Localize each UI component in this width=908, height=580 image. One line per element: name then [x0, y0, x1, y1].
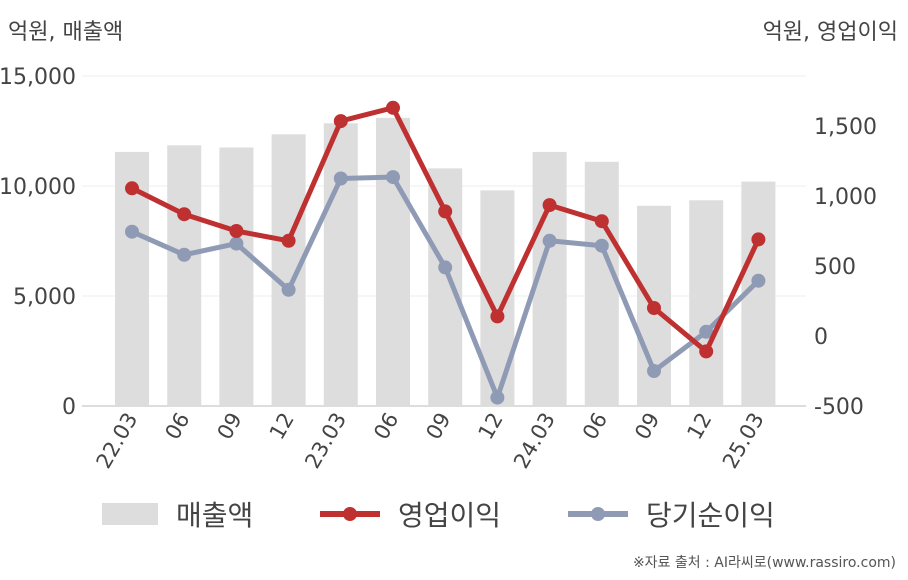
- point-operating-profit: [333, 114, 348, 129]
- legend-label-sales: 매출액: [176, 499, 254, 532]
- left-tick-label: 5,000: [13, 285, 76, 310]
- left-tick-label: 10,000: [0, 175, 76, 200]
- point-operating-profit: [542, 198, 557, 213]
- x-tick-label: 25.03: [718, 409, 769, 473]
- left-tick-label: 15,000: [0, 65, 76, 90]
- point-net-income: [542, 233, 557, 248]
- legend-item-operating-profit: 영업이익: [320, 492, 501, 536]
- point-operating-profit: [490, 309, 505, 324]
- bar-sales: [428, 168, 463, 406]
- point-net-income: [490, 390, 505, 405]
- point-operating-profit: [229, 224, 244, 238]
- x-tick-label: 12: [265, 409, 299, 444]
- point-operating-profit: [125, 181, 139, 196]
- point-net-income: [281, 282, 296, 297]
- legend-label-operating-profit: 영업이익: [398, 499, 502, 532]
- bar-sales: [323, 123, 358, 407]
- point-net-income: [177, 247, 192, 262]
- x-tick-label: 12: [682, 409, 716, 444]
- point-operating-profit: [177, 207, 192, 222]
- point-net-income: [699, 324, 714, 339]
- right-tick-label: 1,000: [814, 185, 877, 210]
- x-tick-label: 06: [160, 409, 194, 444]
- bar-sales: [689, 200, 724, 406]
- point-operating-profit: [699, 344, 714, 359]
- x-tick-label: 06: [578, 409, 612, 444]
- x-tick-label: 22.03: [91, 409, 142, 473]
- right-tick-label: 1,500: [814, 115, 877, 140]
- bar-sales: [584, 161, 619, 406]
- source-credit: ※자료 출처 : AI라씨로(www.rassiro.com): [632, 555, 896, 571]
- legend-swatch-sales: [102, 503, 158, 525]
- x-tick-label: 12: [474, 409, 508, 444]
- point-net-income: [125, 224, 139, 239]
- legend-item-sales: 매출액: [102, 492, 253, 536]
- x-tick-label: 23.03: [300, 409, 351, 473]
- x-tick-label: 09: [421, 409, 455, 444]
- x-tick-label: 24.03: [509, 409, 560, 473]
- point-operating-profit: [438, 204, 453, 219]
- point-net-income: [438, 260, 453, 275]
- bar-sales: [219, 147, 254, 406]
- point-net-income: [594, 238, 609, 253]
- point-operating-profit: [594, 214, 609, 229]
- x-tick-label: 06: [369, 409, 403, 444]
- point-net-income: [386, 170, 400, 185]
- bar-sales: [376, 117, 410, 407]
- point-net-income: [333, 171, 348, 186]
- right-tick-label: 0: [814, 325, 828, 350]
- point-operating-profit: [647, 301, 661, 315]
- combo-chart: 0 5,000 10,000 15,000 -500 0 500 1,000 1,500 22.0…: [0, 65, 877, 473]
- left-tick-label: 0: [62, 395, 76, 420]
- right-tick-label: 500: [814, 255, 856, 280]
- point-net-income: [751, 273, 766, 288]
- point-operating-profit: [751, 232, 766, 247]
- right-axis-unit: 억원, 영업이익: [762, 20, 898, 45]
- right-tick-label: -500: [814, 395, 864, 420]
- legend-swatch-net-income: [568, 503, 628, 525]
- legend-swatch-operating-profit: [320, 503, 380, 525]
- left-axis-unit: 억원, 매출액: [8, 20, 124, 45]
- point-net-income: [647, 364, 661, 378]
- legend-item-net-income: 당기순이익: [568, 492, 775, 536]
- point-net-income: [229, 236, 244, 251]
- x-tick-label: 09: [630, 409, 664, 444]
- legend-label-net-income: 당기순이익: [646, 499, 775, 532]
- bar-sales: [167, 145, 202, 407]
- legend: 매출액 영업이익 당기순이익: [0, 492, 908, 536]
- point-operating-profit: [386, 100, 400, 115]
- x-tick-label: 09: [213, 409, 247, 444]
- point-operating-profit: [281, 233, 296, 248]
